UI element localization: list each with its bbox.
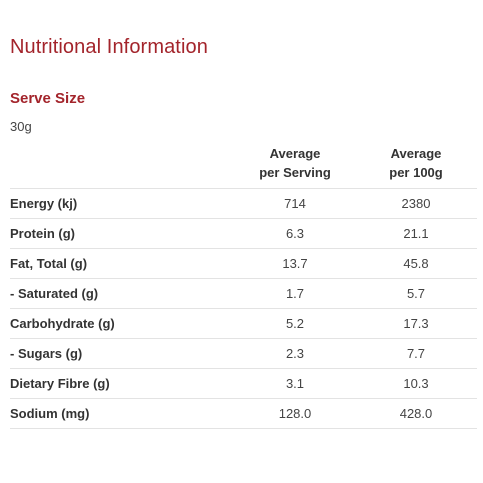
nutrient-label: Energy (kj) — [10, 188, 235, 219]
table-header-row: Average per Serving Average per 100g — [10, 142, 477, 189]
nutrient-label: - Sugars (g) — [10, 338, 235, 369]
per-serving-value: 1.7 — [235, 278, 355, 309]
header-per-100g-line1: Average — [390, 146, 442, 161]
per-serving-value: 3.1 — [235, 368, 355, 399]
table-row: - Sugars (g) 2.3 7.7 — [10, 338, 477, 369]
per-serving-value: 6.3 — [235, 218, 355, 249]
per-100g-value: 428.0 — [355, 398, 477, 429]
serve-size-heading: Serve Size — [10, 90, 86, 107]
header-per-serving: Average per Serving — [235, 142, 355, 189]
per-100g-value: 21.1 — [355, 218, 477, 249]
page-title: Nutritional Information — [10, 36, 208, 58]
header-per-serving-line2: per Serving — [259, 165, 331, 180]
table-row: Sodium (mg) 128.0 428.0 — [10, 398, 477, 429]
nutrient-label: Dietary Fibre (g) — [10, 368, 235, 399]
per-serving-value: 13.7 — [235, 248, 355, 279]
nutrient-label: Fat, Total (g) — [10, 248, 235, 279]
nutrient-label: Carbohydrate (g) — [10, 308, 235, 339]
header-per-100g: Average per 100g — [355, 142, 477, 189]
per-serving-value: 714 — [235, 188, 355, 219]
per-serving-value: 5.2 — [235, 308, 355, 339]
table-row: Dietary Fibre (g) 3.1 10.3 — [10, 368, 477, 399]
serve-size-value: 30g — [10, 119, 32, 134]
table-row: Energy (kj) 714 2380 — [10, 188, 477, 219]
per-100g-value: 7.7 — [355, 338, 477, 369]
per-100g-value: 45.8 — [355, 248, 477, 279]
per-100g-value: 17.3 — [355, 308, 477, 339]
header-per-100g-line2: per 100g — [389, 165, 443, 180]
per-serving-value: 2.3 — [235, 338, 355, 369]
nutrient-label: Protein (g) — [10, 218, 235, 249]
table-row: - Saturated (g) 1.7 5.7 — [10, 278, 477, 309]
table-row: Carbohydrate (g) 5.2 17.3 — [10, 308, 477, 339]
per-100g-value: 5.7 — [355, 278, 477, 309]
nutrient-label: - Saturated (g) — [10, 278, 235, 309]
header-per-serving-line1: Average — [269, 146, 321, 161]
per-100g-value: 2380 — [355, 188, 477, 219]
nutrient-label: Sodium (mg) — [10, 398, 235, 429]
table-row: Protein (g) 6.3 21.1 — [10, 218, 477, 249]
per-100g-value: 10.3 — [355, 368, 477, 399]
nutrition-table: Average per Serving Average per 100g Ene… — [10, 142, 477, 429]
header-nutrient — [10, 142, 235, 189]
per-serving-value: 128.0 — [235, 398, 355, 429]
table-row: Fat, Total (g) 13.7 45.8 — [10, 248, 477, 279]
